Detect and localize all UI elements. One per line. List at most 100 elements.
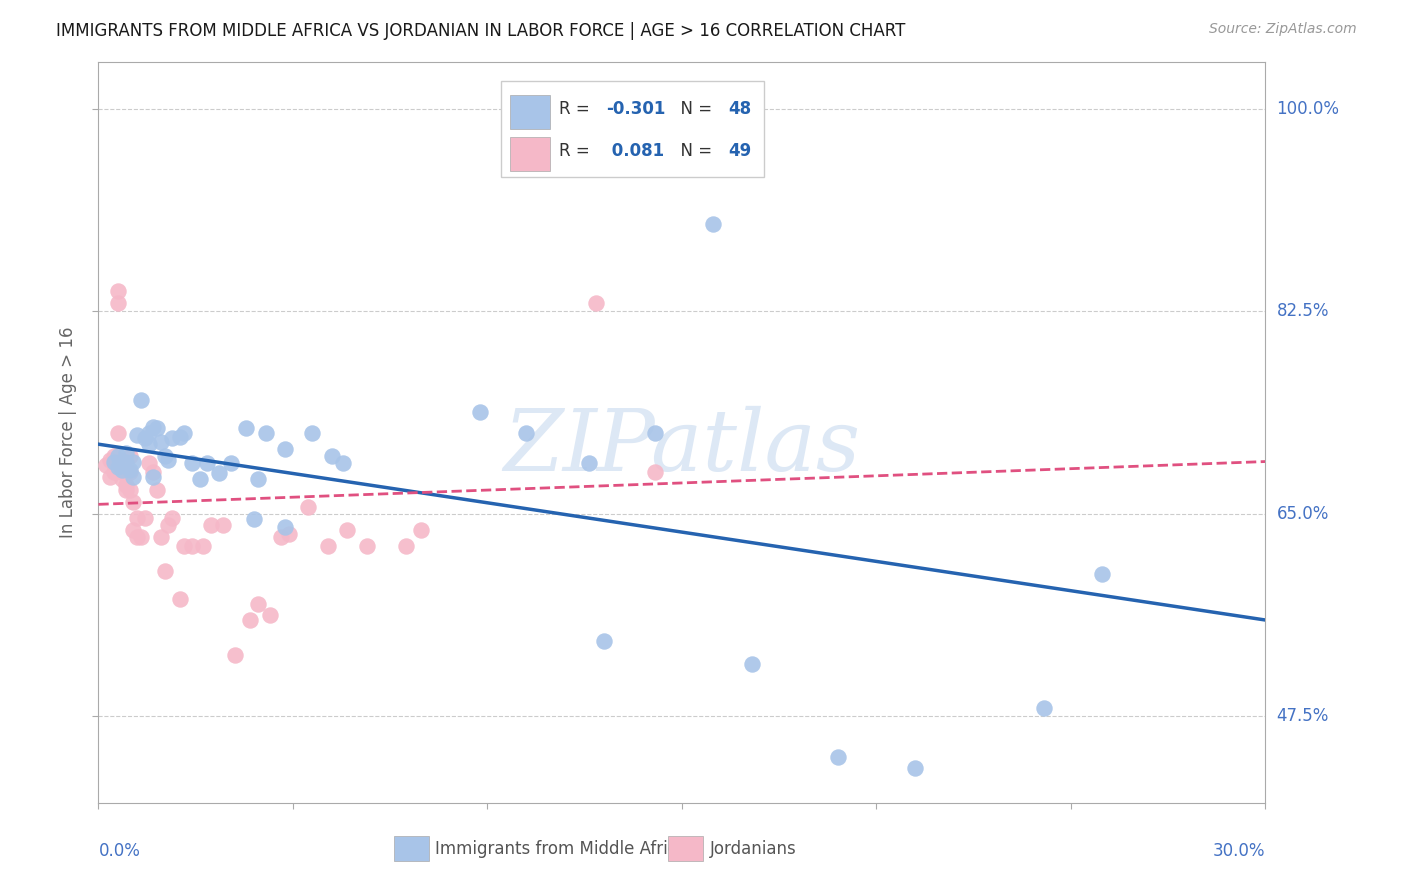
Point	[149, 434, 172, 449]
Point	[142, 420, 165, 434]
Text: 100.0%: 100.0%	[1277, 100, 1340, 118]
Point	[235, 421, 257, 435]
Point	[246, 472, 269, 486]
Point	[270, 530, 292, 544]
Point	[336, 523, 359, 537]
Text: Source: ZipAtlas.com: Source: ZipAtlas.com	[1209, 22, 1357, 37]
Point	[169, 592, 191, 607]
Point	[301, 425, 323, 440]
Point	[103, 454, 125, 468]
Point	[103, 449, 125, 463]
Text: 48: 48	[728, 100, 752, 118]
Text: Jordanians: Jordanians	[710, 839, 797, 858]
Point	[188, 472, 211, 486]
Point	[122, 469, 145, 483]
Point	[193, 539, 215, 553]
FancyBboxPatch shape	[510, 136, 550, 171]
Point	[644, 425, 666, 440]
Point	[219, 456, 242, 470]
Point	[593, 633, 616, 648]
Point	[395, 539, 418, 553]
Point	[98, 469, 121, 483]
Point	[153, 449, 176, 463]
Point	[162, 431, 184, 445]
Point	[274, 442, 297, 456]
Point	[316, 539, 339, 553]
Point	[332, 456, 354, 470]
Point	[243, 512, 266, 526]
Text: ZIPatlas: ZIPatlas	[503, 406, 860, 489]
Point	[118, 449, 141, 463]
Point	[162, 511, 184, 525]
Point	[1032, 701, 1054, 715]
Point	[138, 425, 160, 440]
Point	[157, 518, 180, 533]
Point	[138, 437, 160, 451]
Point	[96, 458, 118, 472]
Point	[127, 511, 149, 525]
Point	[107, 296, 129, 310]
Point	[1091, 566, 1114, 581]
Point	[578, 456, 600, 470]
Text: 65.0%: 65.0%	[1277, 505, 1329, 523]
Point	[142, 465, 165, 479]
Point	[107, 460, 129, 475]
Point	[118, 462, 141, 476]
Point	[278, 527, 301, 541]
Text: R =: R =	[560, 143, 595, 161]
Point	[741, 657, 763, 671]
Text: R =: R =	[560, 100, 595, 118]
Point	[111, 462, 134, 476]
Point	[239, 613, 262, 627]
Point	[129, 530, 152, 544]
Text: IMMIGRANTS FROM MIDDLE AFRICA VS JORDANIAN IN LABOR FORCE | AGE > 16 CORRELATION: IMMIGRANTS FROM MIDDLE AFRICA VS JORDANI…	[56, 22, 905, 40]
Point	[146, 421, 169, 435]
Point	[212, 518, 235, 533]
FancyBboxPatch shape	[668, 836, 703, 862]
Point	[111, 453, 134, 467]
Point	[107, 425, 129, 440]
Y-axis label: In Labor Force | Age > 16: In Labor Force | Age > 16	[59, 326, 77, 539]
Point	[157, 453, 180, 467]
Point	[114, 454, 136, 468]
Point	[111, 472, 134, 486]
Point	[146, 483, 169, 498]
Text: 47.5%: 47.5%	[1277, 707, 1329, 725]
Point	[297, 500, 319, 514]
Point	[180, 456, 202, 470]
Point	[411, 523, 433, 537]
Point	[702, 218, 724, 232]
FancyBboxPatch shape	[510, 95, 550, 129]
FancyBboxPatch shape	[394, 836, 429, 862]
Text: N =: N =	[671, 143, 717, 161]
Point	[173, 539, 195, 553]
Point	[107, 285, 129, 299]
Point	[644, 465, 666, 479]
Point	[827, 749, 849, 764]
FancyBboxPatch shape	[501, 81, 763, 178]
Point	[118, 465, 141, 479]
Text: 30.0%: 30.0%	[1213, 842, 1265, 860]
Point	[114, 477, 136, 491]
Point	[127, 530, 149, 544]
Point	[127, 428, 149, 442]
Point	[114, 483, 136, 498]
Point	[153, 565, 176, 579]
Text: Immigrants from Middle Africa: Immigrants from Middle Africa	[434, 839, 686, 858]
Point	[129, 393, 152, 408]
Point	[180, 539, 202, 553]
Point	[356, 539, 378, 553]
Point	[468, 405, 491, 419]
Point	[111, 465, 134, 479]
Point	[169, 430, 191, 444]
Point	[134, 431, 156, 445]
Point	[274, 520, 297, 534]
Point	[107, 449, 129, 463]
Text: 0.081: 0.081	[606, 143, 664, 161]
Point	[122, 454, 145, 468]
Text: 0.0%: 0.0%	[98, 842, 141, 860]
Point	[118, 483, 141, 498]
Point	[224, 648, 246, 662]
Point	[122, 523, 145, 537]
Point	[142, 469, 165, 483]
